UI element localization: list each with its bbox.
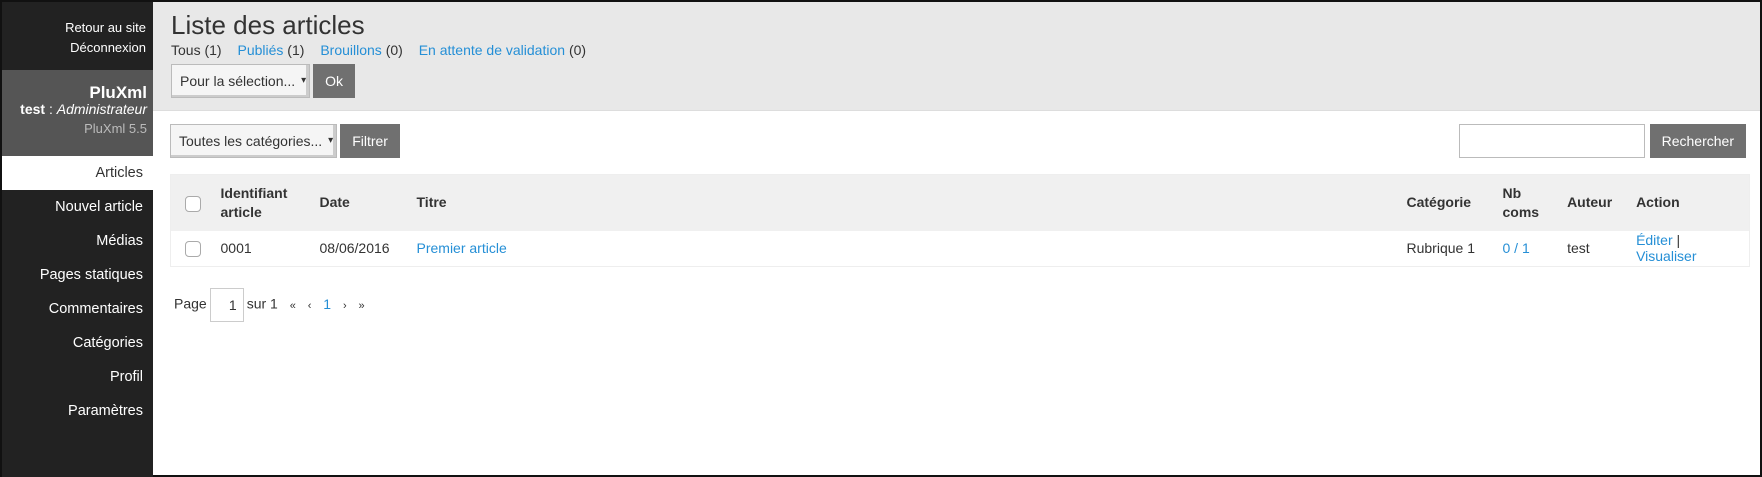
status-filters: Tous (1) Publiés (1) Brouillons (0) En a… [171,42,1742,58]
col-date: Date [311,174,409,231]
col-category: Catégorie [1398,174,1495,231]
first-page-link[interactable]: « [289,299,296,312]
page-title: Liste des articles [171,10,365,40]
col-id: Identifiant article [220,174,312,231]
cell-date: 08/06/2016 [319,240,390,257]
page-input[interactable]: 1 [209,288,244,322]
col-author: Auteur [1559,174,1629,231]
filter-published[interactable]: Publiés [237,42,284,58]
cell-author: test [1567,240,1590,257]
filter-count: (1) [287,42,305,58]
filter-drafts[interactable]: Brouillons [320,42,382,58]
filter-count: (0) [568,42,587,58]
sidebar-item-comments[interactable]: Commentaires [48,301,143,317]
filter-all[interactable]: Tous [171,42,201,58]
row-checkbox[interactable] [185,240,201,257]
col-coms: Nb coms [1494,174,1560,231]
sidebar-item-profile[interactable]: Profil [109,369,143,385]
view-link[interactable]: Visualiser [1636,248,1697,265]
col-title: Titre [408,174,1399,231]
filter-count: (1) [204,42,222,58]
sidebar-item-categories[interactable]: Catégories [72,335,143,351]
search-button[interactable]: Rechercher [1649,124,1746,158]
page-total: sur 1 [246,295,278,312]
app-name: PluXml [89,83,147,102]
sidebar-item-settings[interactable]: Paramètres [68,403,143,419]
sidebar-item-articles[interactable]: Articles [2,156,153,190]
articles-table: Identifiant article Date Titre Catégorie… [170,174,1750,267]
sidebar-item-new-article[interactable]: Nouvel article [55,199,143,215]
cell-id: 0001 [220,240,252,257]
comments-link[interactable]: 0 / 1 [1502,240,1530,257]
next-page-link[interactable]: › [342,299,347,312]
prev-page-link[interactable]: ‹ [307,299,312,312]
user-info: PluXml test : Administrateur PluXml 5.5 [2,70,153,156]
cell-category: Rubrique 1 [1406,240,1476,257]
sidebar-item-media[interactable]: Médias [96,233,143,249]
article-title-link[interactable]: Premier article [416,240,507,257]
col-action: Action [1628,174,1750,231]
version: PluXml 5.5 [84,121,147,136]
user-role: Administrateur [56,101,147,117]
search-input[interactable] [1458,124,1645,158]
page-1-link[interactable]: 1 [323,295,332,312]
logout-link[interactable]: Déconnexion [70,40,146,55]
last-page-link[interactable]: » [358,299,365,312]
select-all-checkbox[interactable] [185,195,201,212]
separator: | [1676,232,1681,249]
ok-button[interactable]: Ok [313,64,356,98]
user-name: test [20,101,46,117]
sidebar-item-static-pages[interactable]: Pages statiques [39,267,143,283]
header: Liste des articles Tous (1) Publiés (1) … [153,2,1760,111]
filter-count: (0) [385,42,403,58]
filter-pending[interactable]: En attente de validation [418,42,566,58]
edit-link[interactable]: Éditer [1636,232,1673,249]
sidebar: Retour au site Déconnexion PluXml test :… [2,2,153,477]
page-label: Page [174,295,207,312]
table-header: Identifiant article Date Titre Catégorie… [170,174,1750,231]
filter-button[interactable]: Filtrer [340,124,400,158]
back-to-site-link[interactable]: Retour au site [65,20,146,35]
table-row: 0001 08/06/2016 Premier article Rubrique… [171,231,1750,267]
pagination: Page 1 sur 1 « ‹ 1 › » [174,288,365,322]
selection-action-select[interactable]: Pour la sélection... [171,64,311,98]
category-select[interactable]: Toutes les catégories... [170,124,338,158]
